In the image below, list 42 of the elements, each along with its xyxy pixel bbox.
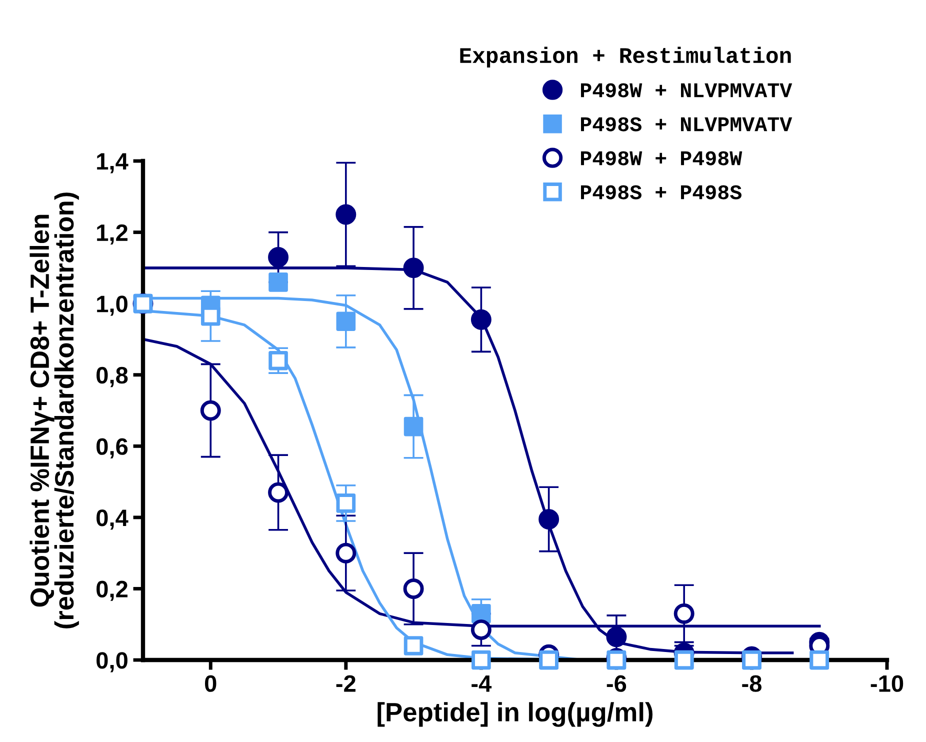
y-tick-label: 0,2 [96, 580, 128, 601]
y-tick-label: 1,0 [97, 296, 128, 316]
x-tick-label: -2 [336, 675, 356, 692]
point [472, 604, 491, 624]
y-tick-label: 0,6 [96, 438, 128, 458]
legend-label: P498S + NLVPMVATV [581, 117, 792, 132]
y-tick-label: 0,8 [96, 366, 128, 388]
x-tick-label: -4 [472, 675, 492, 692]
point [403, 258, 424, 278]
y-axis-title: Quotient %IFNγ+ CD8+ T-Zellen (reduzierte/Standardkonzentration) [30, 192, 79, 628]
x-axis-title: [Peptide] in log(µg/ml) [378, 702, 652, 727]
x-tick-label: -10 [870, 675, 904, 692]
legend-label: P498W + NLVPMVATV [581, 83, 792, 98]
y-tick-label: 0,4 [96, 509, 128, 530]
point [538, 508, 560, 530]
legend-title: Expansion + Restimulation [460, 46, 791, 68]
point [268, 350, 288, 370]
x-tick-label: -6 [606, 675, 626, 692]
point [404, 636, 424, 656]
x-tick-label: 0 [205, 675, 216, 692]
point [470, 619, 492, 640]
point [472, 650, 491, 670]
point [674, 603, 694, 624]
y-tick-label: 1,2 [97, 224, 128, 244]
point [336, 312, 356, 332]
legend-label: P498W + P498W [581, 151, 742, 166]
x-tick-label: -8 [742, 675, 762, 692]
legend-label: P498S + P498S [581, 185, 742, 200]
point [336, 494, 356, 513]
point [606, 626, 627, 648]
point [470, 309, 492, 330]
y-tick-label: 1,4 [97, 153, 128, 174]
point [404, 416, 424, 436]
point [268, 482, 289, 503]
point [268, 272, 288, 292]
point [336, 204, 356, 225]
point [200, 306, 220, 326]
y-tick-label: 0,0 [96, 652, 128, 672]
point [336, 542, 356, 564]
point [268, 246, 289, 268]
point [403, 578, 424, 599]
point [200, 400, 221, 421]
